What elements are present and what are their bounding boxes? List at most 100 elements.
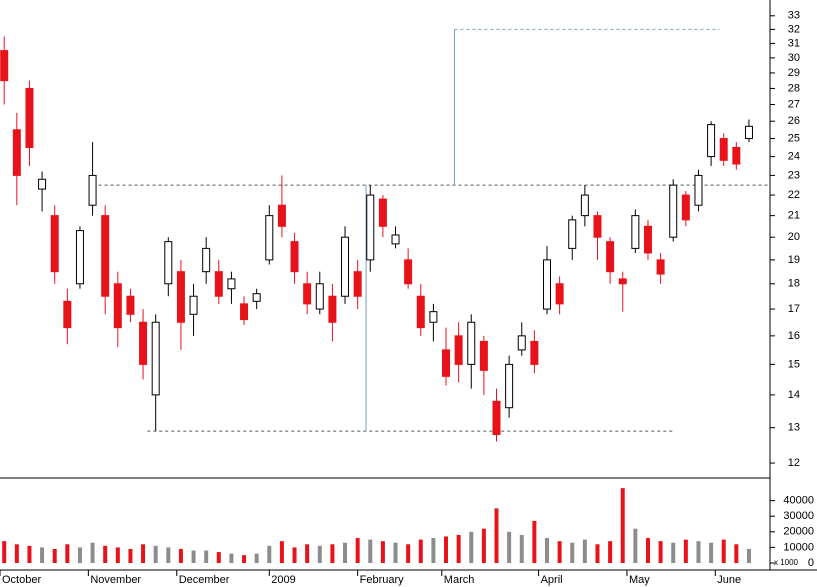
volume-bar xyxy=(52,548,57,563)
volume-bar xyxy=(355,538,360,563)
volume-bar xyxy=(368,539,373,563)
volume-bar xyxy=(393,542,398,563)
volume-bar xyxy=(330,544,335,563)
y-tick-label: 29 xyxy=(788,67,800,79)
volume-bar xyxy=(343,542,348,563)
candle-body xyxy=(505,363,514,409)
x-tick-label: March xyxy=(444,574,475,586)
volume-bar xyxy=(658,541,663,563)
volume-tick-label: 10000 xyxy=(783,541,814,553)
candle-body xyxy=(719,138,728,161)
x-tick-label: October xyxy=(2,574,41,586)
candle-body xyxy=(555,283,564,305)
y-tick-label: 14 xyxy=(788,389,800,401)
candle-body xyxy=(366,194,375,261)
volume-bar xyxy=(709,542,714,563)
candle-body xyxy=(315,283,324,310)
candle-body xyxy=(694,174,703,206)
volume-bar xyxy=(620,488,625,563)
volume-bar xyxy=(254,553,259,563)
y-tick-label: 26 xyxy=(788,115,800,127)
candle-body xyxy=(151,321,160,396)
candle-body xyxy=(277,204,286,227)
volume-bar xyxy=(469,531,474,563)
y-tick-label: 22 xyxy=(788,189,800,201)
candle-body xyxy=(391,234,400,245)
candle-body xyxy=(744,125,753,140)
candle-body xyxy=(492,400,501,436)
candle-body xyxy=(12,129,21,176)
candle-body xyxy=(214,271,223,297)
volume-bar xyxy=(90,542,95,563)
volume-bar xyxy=(292,547,297,563)
volume-bar xyxy=(456,534,461,563)
candle-body xyxy=(442,349,451,377)
candle-body xyxy=(631,215,640,249)
candle-body xyxy=(530,340,539,365)
volume-bar xyxy=(532,520,537,563)
volume-bar xyxy=(721,539,726,563)
volume-bar xyxy=(696,541,701,563)
candle-body xyxy=(252,293,261,302)
volume-bar xyxy=(633,528,638,563)
candle-body xyxy=(656,259,665,275)
volume-bar xyxy=(431,538,436,563)
y-tick-label: 19 xyxy=(788,254,800,266)
volume-bar xyxy=(103,545,108,563)
volume-bar xyxy=(494,508,499,563)
y-tick-label: 32 xyxy=(788,23,800,35)
candle-body xyxy=(707,124,716,158)
candle-body xyxy=(404,259,413,285)
x-tick-label: June xyxy=(717,574,741,586)
volume-bar xyxy=(40,547,45,563)
candle-body xyxy=(467,321,476,365)
candle-body xyxy=(328,295,337,323)
candle-body xyxy=(50,215,59,273)
volume-bar xyxy=(317,545,322,563)
volume-bar xyxy=(418,539,423,563)
y-tick-label: 23 xyxy=(788,169,800,181)
volume-tick-label: 30000 xyxy=(783,510,814,522)
volume-bar xyxy=(481,528,486,563)
volume-bar xyxy=(2,541,7,563)
volume-bar xyxy=(608,541,613,563)
volume-bar xyxy=(153,545,158,563)
volume-bar xyxy=(279,541,284,563)
y-tick-label: 25 xyxy=(788,132,800,144)
candle-body xyxy=(378,198,387,227)
volume-bar xyxy=(595,544,600,563)
candle-body xyxy=(227,278,236,290)
volume-bar xyxy=(204,550,209,563)
candle-body xyxy=(176,271,185,323)
volume-bar xyxy=(77,547,82,563)
y-tick-label: 16 xyxy=(788,330,800,342)
volume-tick-label: 20000 xyxy=(783,526,814,538)
y-tick-label: 27 xyxy=(788,98,800,110)
volume-bar xyxy=(267,545,272,563)
volume-bar xyxy=(746,548,751,563)
volume-bar xyxy=(27,545,32,563)
volume-bar xyxy=(305,544,310,563)
volume-bar xyxy=(507,531,512,563)
volume-bar xyxy=(14,544,19,563)
volume-bar xyxy=(216,552,221,563)
y-tick-label: 21 xyxy=(788,210,800,222)
volume-bar xyxy=(115,547,120,563)
candle-body xyxy=(139,321,148,365)
candle-body xyxy=(669,184,678,238)
volume-bar xyxy=(444,536,449,563)
candle-body xyxy=(303,283,312,305)
candle-body xyxy=(580,194,589,217)
candle-body xyxy=(240,303,249,321)
candle-body xyxy=(189,295,198,315)
candle-body xyxy=(341,236,350,297)
candle-body xyxy=(38,178,47,190)
candle-body xyxy=(568,219,577,249)
y-tick-label: 30 xyxy=(788,52,800,64)
volume-bar xyxy=(380,541,385,563)
volume-bar xyxy=(570,542,575,563)
volume-bar xyxy=(582,539,587,563)
candle-body xyxy=(0,50,9,82)
candle-body xyxy=(113,283,122,329)
candle-body xyxy=(732,146,741,165)
